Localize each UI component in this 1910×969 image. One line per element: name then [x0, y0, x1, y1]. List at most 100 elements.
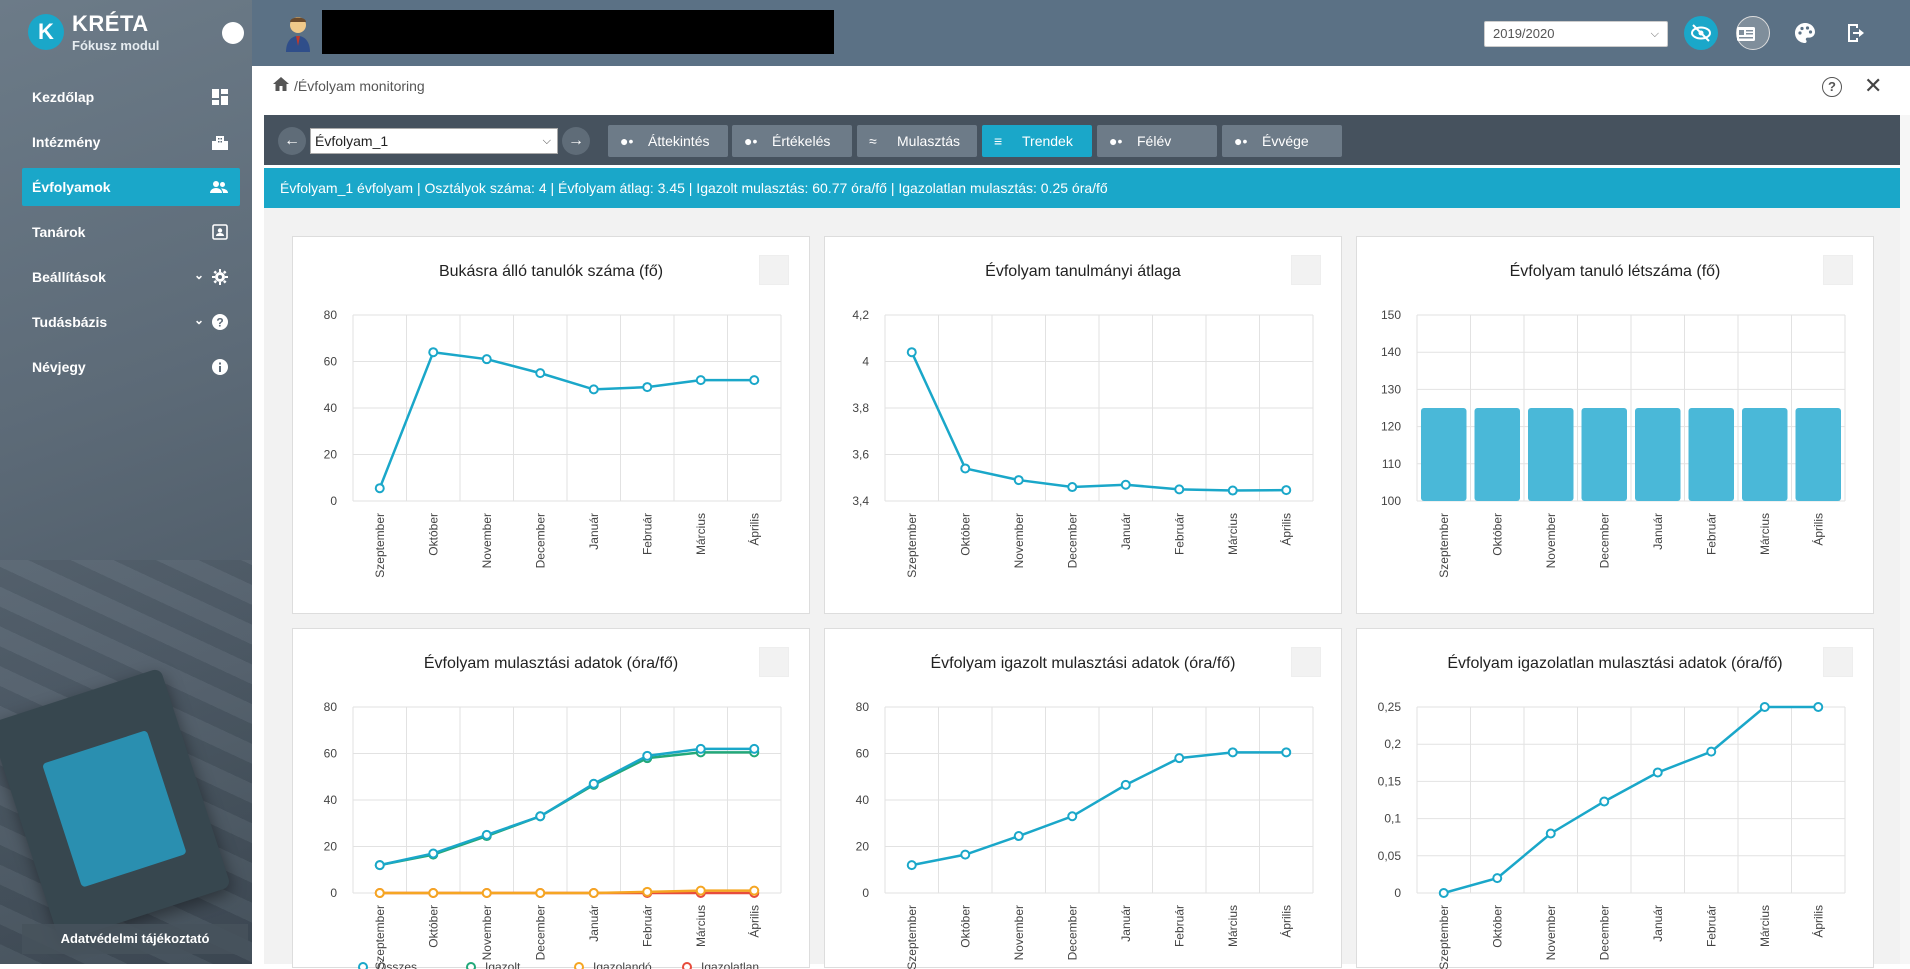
chart-menu-button[interactable]: [1823, 255, 1853, 285]
x-tick-label: Április: [746, 905, 761, 938]
brand: K KRÉTA Fókusz modul: [0, 0, 252, 68]
y-tick-label: 3,8: [852, 401, 869, 415]
x-tick-label: Február: [1172, 513, 1186, 555]
x-tick-label: Szeptember: [373, 513, 387, 578]
data-point: [642, 382, 653, 393]
y-tick-label: 0: [1394, 886, 1401, 900]
sidebar-toggle-button[interactable]: [222, 22, 244, 44]
legend-label: Igazolatlan: [701, 960, 759, 969]
data-point: [1545, 828, 1556, 839]
data-point: [642, 750, 653, 761]
data-point: [374, 860, 385, 871]
help-icon[interactable]: ?: [1822, 77, 1842, 97]
data-point: [428, 888, 439, 898]
tab-evvege[interactable]: ●• Évvége: [1222, 125, 1342, 157]
y-tick-label: 0,2: [1384, 737, 1401, 751]
chart-title: Évfolyam igazolt mulasztási adatok (óra/…: [930, 655, 1236, 672]
x-tick-label: Szeptember: [1437, 513, 1451, 578]
x-tick-label: Október: [958, 513, 972, 556]
sidebar-item-label: Beállítások: [32, 269, 106, 285]
chart-menu-button[interactable]: [759, 647, 789, 677]
x-tick-label: December: [533, 905, 547, 960]
home-icon[interactable]: [272, 75, 290, 93]
series-line: [379, 747, 755, 867]
sidebar-item-evfolyamok[interactable]: Évfolyamok: [22, 168, 240, 206]
privacy-link[interactable]: Adatvédelmi tájékoztató: [22, 924, 248, 954]
tab-mulasztas[interactable]: ≈ Mulasztás: [857, 125, 977, 157]
info-icon: [212, 359, 228, 375]
sidebar-item-tudasbazis[interactable]: Tudásbázis ⌄ ?: [0, 303, 252, 341]
data-point: [588, 888, 599, 898]
previous-grade-button[interactable]: ←: [278, 127, 306, 155]
series-line: [911, 751, 1287, 867]
tab-attekintes[interactable]: ●• Áttekintés: [608, 125, 728, 157]
chart-menu-button[interactable]: [1291, 647, 1321, 677]
tab-label: Értékelés: [772, 133, 831, 149]
series-line: [378, 350, 755, 489]
chart-menu-button[interactable]: [1823, 647, 1853, 677]
school-year-select[interactable]: 2019/2020 ⌵: [1484, 21, 1668, 47]
help-icon: ?: [212, 314, 228, 330]
legend-label: Igazolandó: [593, 960, 652, 969]
sidebar-item-kezdolap[interactable]: Kezdőlap: [0, 78, 252, 116]
contact-card-icon: [212, 224, 228, 240]
tab-felev[interactable]: ●• Félév: [1097, 125, 1217, 157]
logout-button[interactable]: [1840, 16, 1874, 50]
sidebar-item-beallitasok[interactable]: Beállítások ⌄: [0, 258, 252, 296]
x-tick-label: Január: [1651, 513, 1665, 550]
x-tick-label: Január: [1119, 513, 1133, 550]
y-tick-label: 40: [324, 401, 338, 415]
x-tick-label: Október: [426, 905, 440, 948]
redacted-user-name: [322, 10, 834, 54]
tab-trendek[interactable]: ≡ Trendek: [982, 125, 1092, 157]
id-card-button[interactable]: [1736, 16, 1770, 50]
data-point: [1120, 479, 1131, 490]
data-point: [481, 354, 492, 365]
sidebar-item-intezmeny[interactable]: Intézmény: [0, 123, 252, 161]
x-tick-label: Március: [694, 513, 708, 555]
data-point: [960, 849, 971, 860]
next-grade-button[interactable]: →: [562, 127, 590, 155]
x-tick-label: Április: [1810, 905, 1825, 938]
bar: [1474, 408, 1520, 501]
x-tick-label: Január: [1651, 905, 1665, 942]
data-point: [1174, 753, 1185, 764]
chart-card-bukas: Bukásra álló tanulók száma (fő) 0 20 40 60 8…: [292, 236, 810, 614]
close-icon[interactable]: ✕: [1864, 73, 1883, 98]
user-avatar[interactable]: [284, 14, 312, 52]
vertical-scrollbar[interactable]: [1900, 115, 1910, 964]
y-tick-label: 40: [856, 793, 870, 807]
palette-icon: [1795, 23, 1815, 43]
y-tick-label: 60: [856, 747, 870, 761]
bar: [1528, 408, 1574, 501]
tab-ertekeles[interactable]: ●• Értékelés: [732, 125, 852, 157]
series-line: [1443, 705, 1819, 895]
y-tick-label: 0,25: [1378, 700, 1402, 714]
x-tick-label: December: [1597, 513, 1611, 568]
grade-select[interactable]: Évfolyam_1 ⌵: [310, 128, 558, 154]
data-point: [1013, 475, 1024, 486]
data-point: [1599, 796, 1610, 807]
chart-menu-button[interactable]: [759, 255, 789, 285]
chart-title: Bukásra álló tanulók száma (fő): [438, 263, 664, 280]
x-tick-label: Október: [426, 513, 440, 556]
sidebar-item-tanarok[interactable]: Tanárok: [0, 213, 252, 251]
tab-label: Trendek: [1022, 133, 1073, 149]
data-point: [1759, 702, 1770, 712]
x-tick-label: Április: [746, 513, 761, 546]
theme-button[interactable]: [1788, 16, 1822, 50]
data-point: [695, 743, 706, 754]
sidebar-item-label: Évfolyamok: [32, 179, 111, 195]
y-tick-label: 120: [1381, 420, 1401, 434]
people-icon: [210, 179, 228, 195]
y-tick-label: 20: [324, 840, 338, 854]
breadcrumb: /Évfolyam monitoring ? ✕: [252, 70, 1910, 104]
y-tick-label: 110: [1382, 457, 1401, 471]
data-point: [1174, 484, 1185, 495]
sidebar-item-nevjegy[interactable]: Névjegy: [0, 348, 252, 386]
charts-area: Bukásra álló tanulók száma (fő) 0 20 40 60 8…: [264, 208, 1900, 969]
x-tick-label: Szeptember: [905, 905, 919, 969]
x-tick-label: November: [480, 513, 494, 568]
visibility-toggle-button[interactable]: [1684, 16, 1718, 50]
chart-menu-button[interactable]: [1291, 255, 1321, 285]
